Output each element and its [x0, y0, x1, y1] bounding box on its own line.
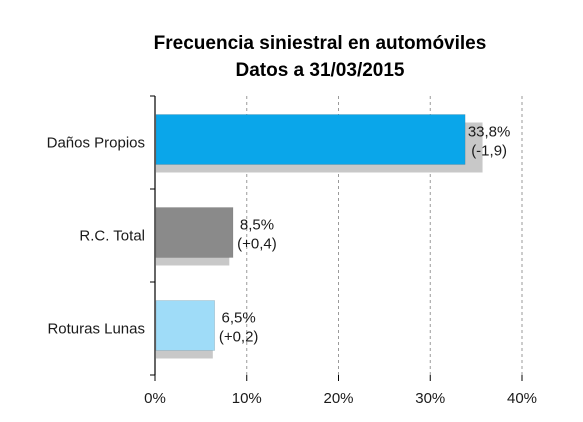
chart-subtitle: Datos a 31/03/2015 — [235, 60, 404, 81]
bar — [155, 300, 215, 351]
axes — [150, 95, 523, 381]
x-tick-label: 40% — [507, 390, 537, 407]
category-labels: Daños Propios R.C. Total Roturas Lunas — [47, 135, 145, 338]
value-label: 8,5% — [240, 217, 274, 234]
change-label: (-1,9) — [471, 143, 507, 160]
value-label: 33,8% — [468, 124, 511, 141]
x-tick-labels: 0% 10% 20% 30% 40% — [144, 390, 537, 407]
gridlines — [246, 96, 523, 375]
change-label: (+0,4) — [237, 236, 277, 253]
bar — [155, 114, 466, 165]
x-tick-label: 0% — [144, 390, 166, 407]
x-tick-label: 20% — [323, 390, 353, 407]
bar — [155, 207, 234, 258]
data-labels: 33,8% (-1,9) 8,5% (+0,4) 6,5% (+0,2) — [219, 124, 511, 346]
chart-title: Frecuencia siniestral en automóviles — [154, 33, 487, 54]
x-tick-label: 30% — [415, 390, 445, 407]
bars — [155, 114, 466, 351]
category-label: R.C. Total — [79, 228, 145, 245]
category-label: Roturas Lunas — [47, 321, 145, 338]
category-label: Daños Propios — [47, 135, 145, 152]
change-label: (+0,2) — [219, 329, 259, 346]
x-tick-label: 10% — [232, 390, 262, 407]
value-label: 6,5% — [222, 310, 256, 327]
